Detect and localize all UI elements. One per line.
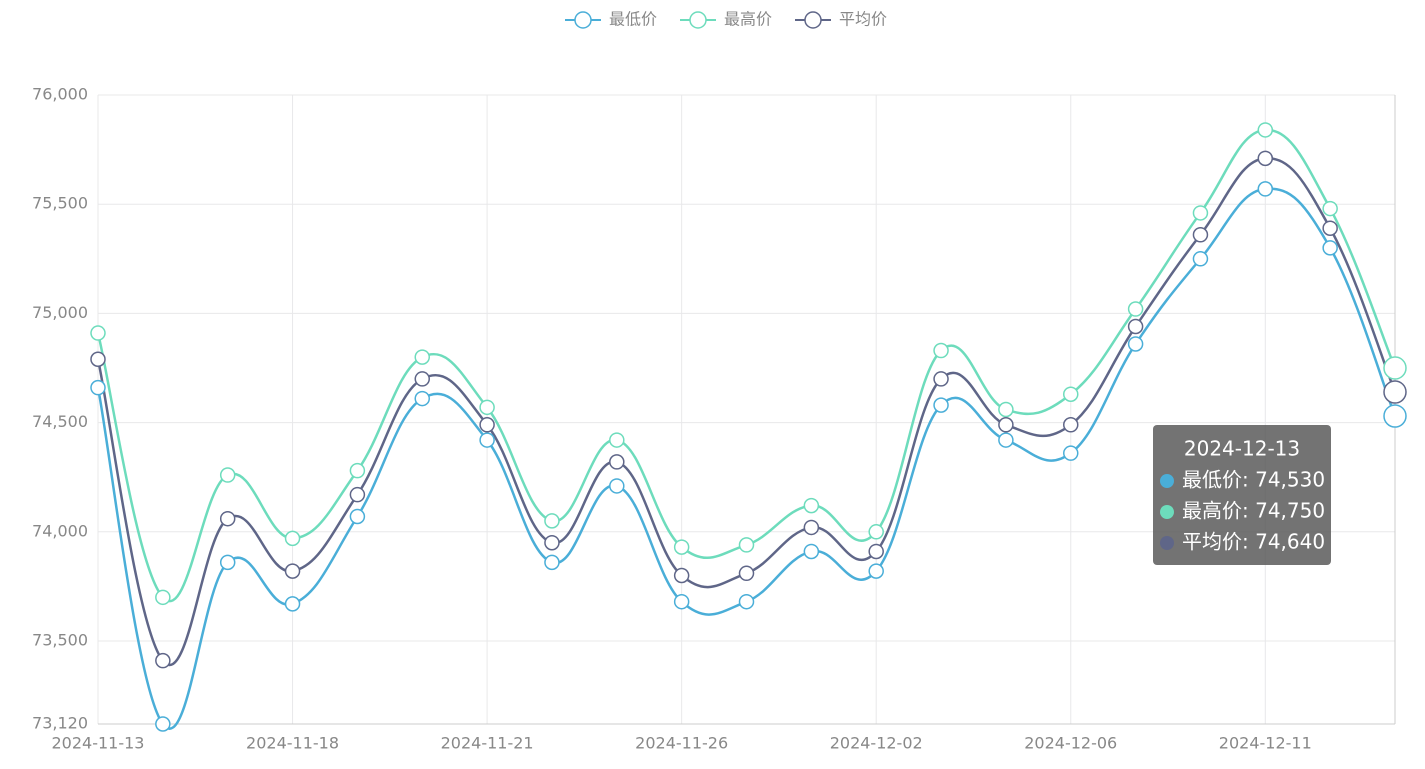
data-point[interactable] xyxy=(738,565,755,582)
y-tick-label: 74,500 xyxy=(32,412,88,431)
data-point[interactable] xyxy=(1127,301,1144,317)
data-point[interactable] xyxy=(1192,251,1209,267)
data-point[interactable] xyxy=(284,563,301,579)
data-point[interactable] xyxy=(479,399,495,416)
tooltip-title: 2024-12-13 xyxy=(1184,437,1300,461)
data-point[interactable] xyxy=(933,371,949,387)
data-point[interactable] xyxy=(609,454,625,470)
data-point[interactable] xyxy=(1257,122,1274,138)
y-tick-label: 75,500 xyxy=(32,194,88,213)
data-point[interactable] xyxy=(349,486,366,503)
data-point[interactable] xyxy=(609,478,625,494)
data-point[interactable] xyxy=(1322,200,1338,217)
data-point[interactable] xyxy=(673,539,690,555)
data-point[interactable] xyxy=(933,342,949,359)
tooltip-dot xyxy=(1160,536,1174,550)
data-point[interactable] xyxy=(1127,336,1144,352)
legend-label: 最低价 xyxy=(609,10,657,29)
tooltip-box xyxy=(1153,425,1331,565)
tooltip-dot xyxy=(1160,474,1174,488)
data-point[interactable] xyxy=(349,462,366,479)
legend-icon xyxy=(804,11,822,29)
y-tick-label: 75,000 xyxy=(32,303,88,322)
data-point[interactable] xyxy=(219,554,236,571)
data-point[interactable] xyxy=(414,349,430,365)
series-line xyxy=(96,128,1397,603)
data-point[interactable] xyxy=(544,554,560,571)
y-tick-label: 73,500 xyxy=(32,631,88,650)
data-point[interactable] xyxy=(414,371,430,387)
data-point[interactable] xyxy=(803,519,820,536)
data-point[interactable] xyxy=(673,593,690,610)
data-point[interactable] xyxy=(544,534,560,551)
data-point[interactable] xyxy=(803,543,820,560)
data-point[interactable] xyxy=(1383,356,1407,380)
data-point[interactable] xyxy=(1063,386,1079,402)
legend-item[interactable]: 最高价 xyxy=(680,10,772,29)
x-tick-label: 2024-11-18 xyxy=(246,734,339,753)
legend-icon xyxy=(574,11,592,29)
data-point[interactable] xyxy=(1257,150,1274,167)
data-point[interactable] xyxy=(1322,240,1338,256)
data-point[interactable] xyxy=(609,432,625,448)
tooltip-item: 最高价: 74,750 xyxy=(1182,499,1325,523)
data-point[interactable] xyxy=(414,390,430,407)
data-point[interactable] xyxy=(219,467,236,483)
tooltip-item: 平均价: 74,640 xyxy=(1182,530,1325,554)
x-tick-label: 2024-12-02 xyxy=(830,734,923,753)
data-point[interactable] xyxy=(90,379,106,396)
legend-item[interactable]: 平均价 xyxy=(795,10,887,29)
data-point[interactable] xyxy=(155,589,171,606)
data-point[interactable] xyxy=(998,417,1014,433)
series-line xyxy=(96,157,1397,666)
data-point[interactable] xyxy=(1063,445,1079,461)
data-point[interactable] xyxy=(284,530,301,547)
tooltip: 2024-12-13 最低价: 74,530 最高价: 74,750 平均价: 74,… xyxy=(1153,425,1331,565)
x-tick-label: 2024-11-13 xyxy=(52,734,145,753)
data-point[interactable] xyxy=(1322,220,1338,236)
data-point[interactable] xyxy=(803,497,820,514)
data-point[interactable] xyxy=(738,593,755,610)
legend-item[interactable]: 最低价 xyxy=(565,10,657,29)
data-point[interactable] xyxy=(284,596,301,612)
legend-icon xyxy=(689,11,707,29)
y-tick-label: 74,000 xyxy=(32,521,88,540)
y-tick-label: 73,120 xyxy=(32,714,88,733)
data-point[interactable] xyxy=(479,432,495,448)
data-point[interactable] xyxy=(349,508,366,525)
tooltip-item: 最低价: 74,530 xyxy=(1182,468,1325,492)
data-point[interactable] xyxy=(155,716,171,732)
tooltip-dot xyxy=(1160,505,1174,519)
x-tick-label: 2024-12-06 xyxy=(1024,734,1117,753)
data-point[interactable] xyxy=(1257,181,1274,197)
data-point[interactable] xyxy=(479,417,495,433)
data-point[interactable] xyxy=(933,397,949,413)
data-point[interactable] xyxy=(1127,318,1144,335)
data-point[interactable] xyxy=(673,567,690,584)
data-point[interactable] xyxy=(1383,380,1407,404)
y-tick-label: 76,000 xyxy=(32,85,88,104)
data-point[interactable] xyxy=(1192,227,1209,243)
x-tick-label: 2024-11-21 xyxy=(441,734,534,753)
x-tick-label: 2024-12-11 xyxy=(1219,734,1312,753)
x-tick-label: 2024-11-26 xyxy=(635,734,728,753)
data-point[interactable] xyxy=(868,524,884,540)
data-point[interactable] xyxy=(1063,417,1079,433)
data-point[interactable] xyxy=(738,537,755,553)
legend-label: 平均价 xyxy=(839,10,887,29)
data-point[interactable] xyxy=(998,432,1014,448)
legend-label: 最高价 xyxy=(724,10,772,29)
data-point[interactable] xyxy=(219,510,236,527)
data-point[interactable] xyxy=(1383,404,1407,428)
data-point[interactable] xyxy=(90,351,106,368)
data-point[interactable] xyxy=(868,563,884,579)
series-line xyxy=(96,187,1397,730)
data-point[interactable] xyxy=(155,652,171,669)
data-point[interactable] xyxy=(544,513,560,529)
data-point[interactable] xyxy=(1192,205,1209,221)
data-point[interactable] xyxy=(868,543,884,560)
data-point[interactable] xyxy=(998,401,1014,418)
data-point[interactable] xyxy=(90,325,106,341)
